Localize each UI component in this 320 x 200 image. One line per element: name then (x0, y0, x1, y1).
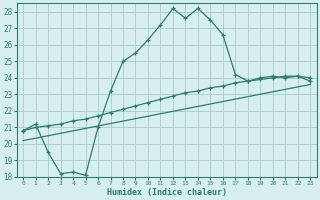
X-axis label: Humidex (Indice chaleur): Humidex (Indice chaleur) (107, 188, 227, 197)
